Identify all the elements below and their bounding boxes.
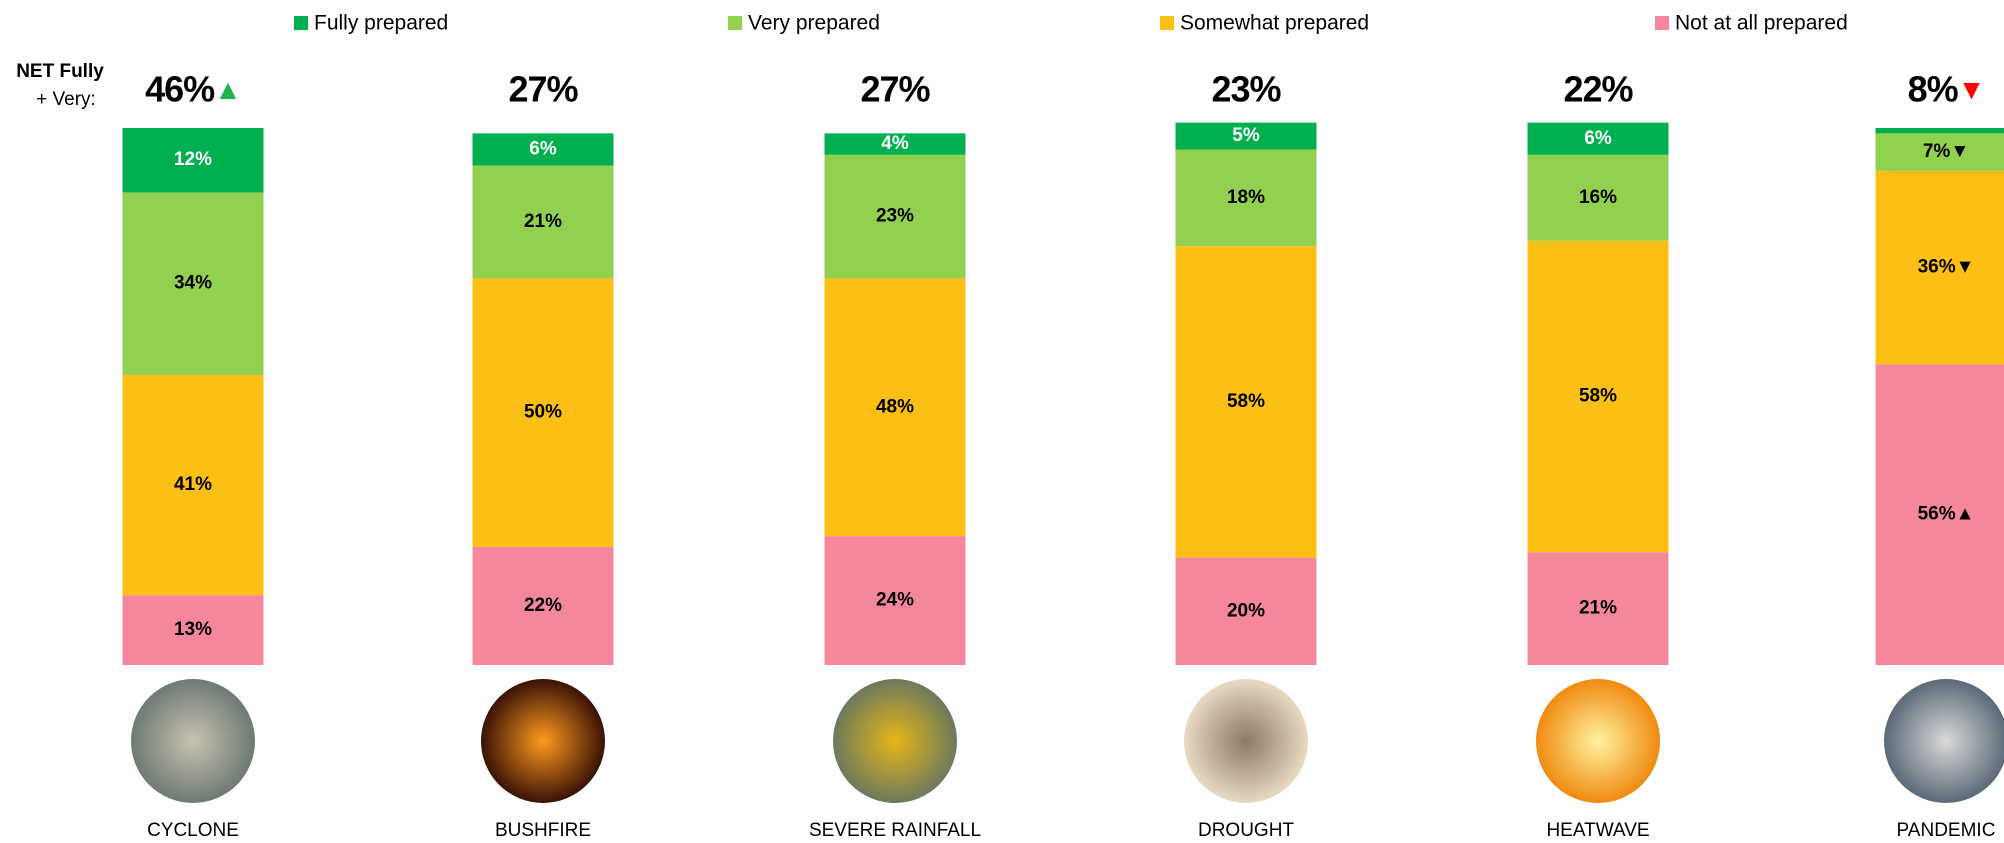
legend-label: Somewhat prepared: [1180, 12, 1369, 35]
bar-segment: [1175, 122, 1317, 150]
bar-segment: [472, 546, 614, 665]
value-label: 34%: [174, 273, 212, 294]
legend-label: Not at all prepared: [1675, 12, 1848, 35]
change-arrow: ▼: [1958, 74, 1985, 105]
value-label: 18%: [1227, 187, 1265, 208]
icon: [1536, 679, 1660, 803]
value-label: 13%: [174, 619, 212, 640]
bar-segment: [1875, 170, 2004, 365]
value-label: 12%: [174, 149, 212, 170]
legend-swatch: [294, 16, 308, 30]
bar-segment: [1175, 246, 1317, 558]
value-label: 22%: [524, 595, 562, 616]
value-label: 20%: [1227, 600, 1265, 621]
value-label: 24%: [876, 590, 914, 611]
category-label: HEATWAVE: [1546, 820, 1649, 841]
legend-swatch: [1655, 16, 1669, 30]
category-label: DROUGHT: [1198, 820, 1294, 841]
bar-segment: [1527, 552, 1669, 665]
value-label: 56%▲: [1918, 504, 1975, 525]
legend-label: Very prepared: [748, 12, 880, 35]
value-label: 16%: [1579, 187, 1617, 208]
bar-segment: [1527, 240, 1669, 553]
net-label: 8%▼: [1908, 69, 1985, 110]
bar-segment: [1527, 122, 1669, 155]
net-label: 23%: [1211, 69, 1281, 110]
value-label: 21%: [1579, 598, 1617, 619]
value-label: 7%▼: [1923, 141, 1969, 162]
value-label: 50%: [524, 402, 562, 423]
icon: [1884, 679, 2004, 803]
bar-segment: [472, 133, 614, 166]
value-label: 5%: [1232, 125, 1260, 146]
value-label: 48%: [876, 396, 914, 417]
icon: [833, 679, 957, 803]
net-label: 27%: [508, 69, 578, 110]
value-label: 6%: [529, 138, 557, 159]
category-label: CYCLONE: [147, 820, 239, 841]
value-label: 23%: [876, 206, 914, 227]
bar-segment: [122, 375, 264, 596]
net-label: 27%: [860, 69, 930, 110]
bar-segment: [824, 154, 966, 279]
bar-segment: [824, 278, 966, 537]
bar-segment: [122, 192, 264, 376]
value-label: 36%▼: [1918, 257, 1975, 278]
bar-segment: [122, 128, 264, 193]
legend-label: Fully prepared: [314, 12, 448, 35]
category-label: PANDEMIC: [1897, 820, 1996, 841]
net-title: NET Fully: [16, 61, 104, 82]
value-label: 6%: [1584, 128, 1612, 149]
bar-segment: [1875, 364, 2004, 665]
change-arrow: ▲: [214, 74, 241, 105]
value-label: 21%: [524, 211, 562, 232]
value-label: 41%: [174, 474, 212, 495]
bar-segment: [824, 536, 966, 665]
net-label: 46%▲: [145, 69, 241, 110]
icon: [131, 679, 255, 803]
net-label: 22%: [1563, 69, 1633, 110]
bar-segment: [472, 165, 614, 279]
bar-segment: [1527, 154, 1669, 241]
bar-segment: [122, 595, 264, 665]
value-label: 4%: [881, 133, 909, 154]
bar-segment: [1875, 133, 2004, 171]
legend-swatch: [1160, 16, 1174, 30]
value-label: 58%: [1579, 386, 1617, 407]
bar-segment: [472, 278, 614, 547]
value-label: 58%: [1227, 391, 1265, 412]
bar-segment: [824, 133, 966, 155]
category-label: BUSHFIRE: [495, 820, 591, 841]
bar-segment: [1175, 557, 1317, 665]
net-title: + Very:: [36, 89, 96, 110]
bar-segment: [1175, 149, 1317, 247]
icon: [481, 679, 605, 803]
icon: [1184, 679, 1308, 803]
category-label: SEVERE RAINFALL: [809, 820, 981, 841]
icons: [131, 679, 2004, 803]
bar-segment: [1875, 128, 2004, 134]
legend-swatch: [728, 16, 742, 30]
